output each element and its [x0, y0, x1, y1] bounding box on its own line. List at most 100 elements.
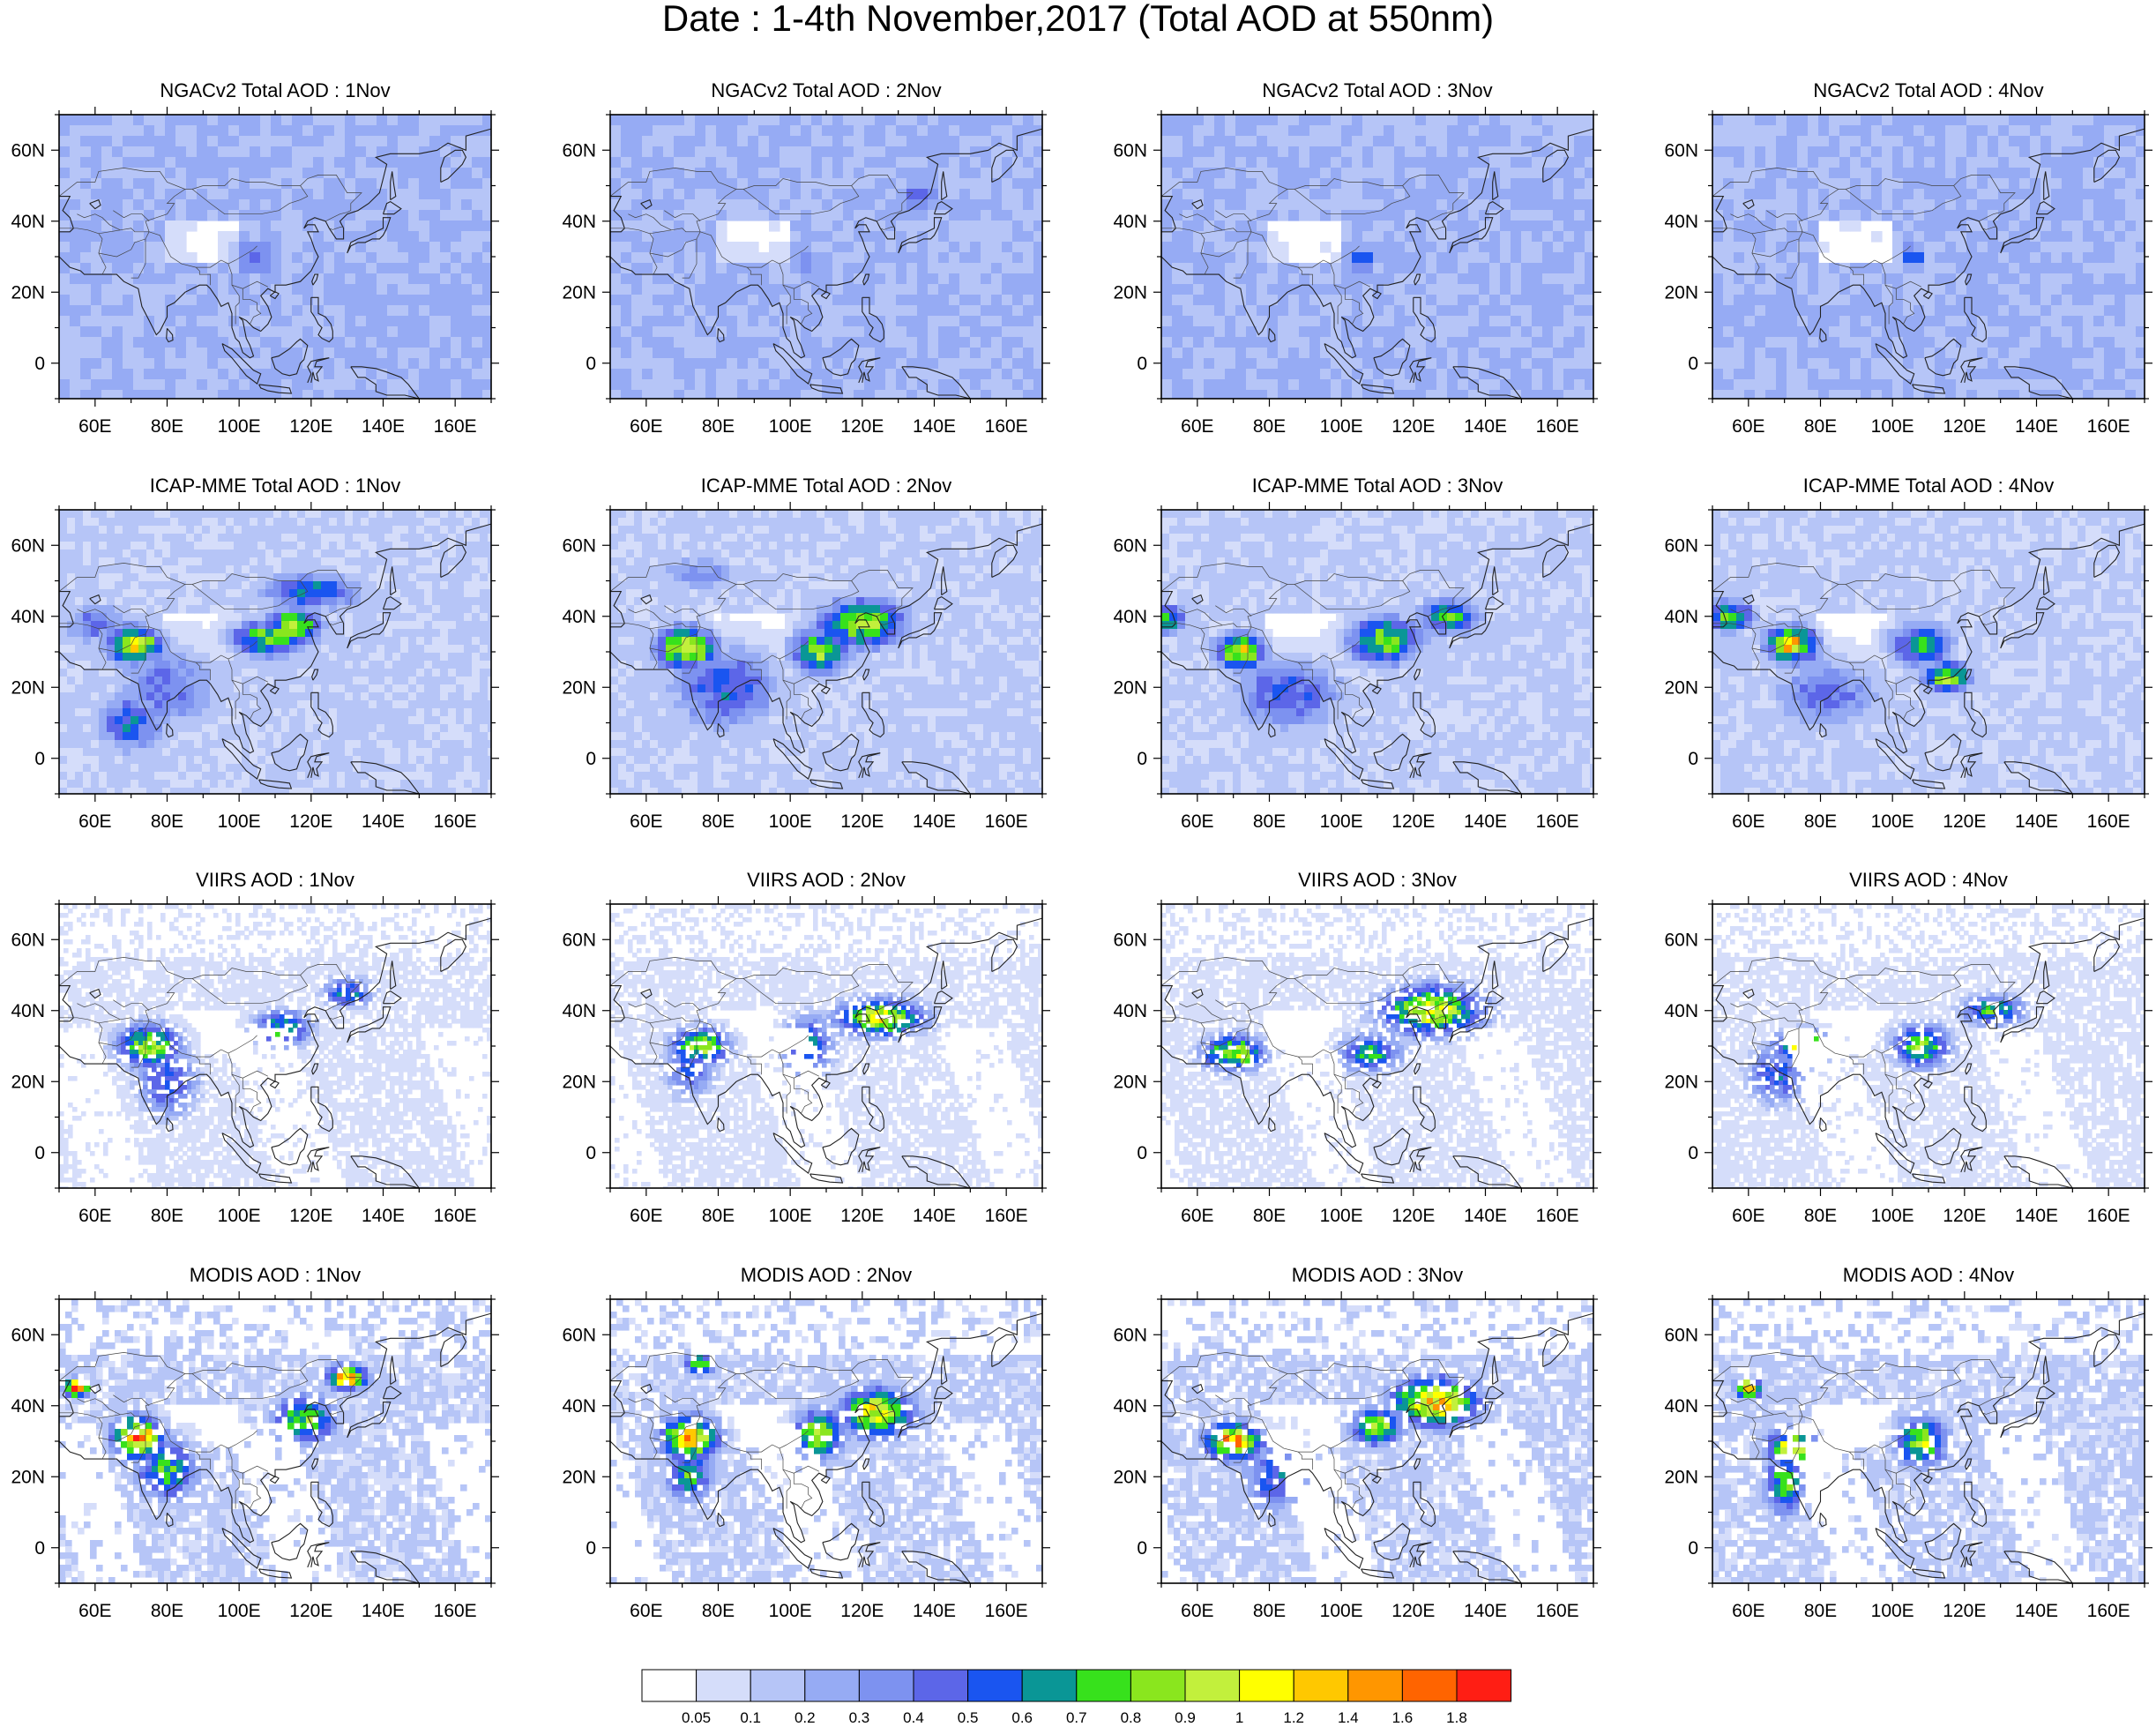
map-plot: 60E 80E 100E 120E 140E 160E 60N 40N 20N 0	[1664, 896, 2152, 1226]
coastlines	[1161, 523, 1593, 794]
panel-title: VIIRS AOD : 2Nov	[610, 869, 1042, 892]
lat-tick-label: 40N	[1113, 607, 1147, 627]
map-panel-ngacv2-2: NGACv2 Total AOD : 2Nov 60E 80E 100E 120E 140…	[551, 79, 1080, 459]
country-borders	[610, 1352, 914, 1509]
coastlines	[610, 523, 1042, 794]
lon-tick-label: 140E	[2015, 1601, 2058, 1621]
lon-tick-label: 140E	[913, 811, 956, 832]
coastlines	[1712, 1312, 2145, 1583]
lat-tick-label: 20N	[562, 282, 596, 303]
lon-tick-label: 140E	[362, 811, 405, 832]
lon-tick-label: 160E	[434, 1601, 477, 1621]
lon-tick-label: 160E	[1536, 416, 1579, 437]
lat-tick-label: 40N	[562, 1001, 596, 1021]
map-ticks	[1705, 896, 2152, 1196]
country-borders	[1712, 1352, 2016, 1509]
lon-tick-label: 140E	[362, 416, 405, 437]
aod-field	[1161, 1299, 1593, 1583]
lon-tick-label: 120E	[840, 1601, 884, 1621]
map-panel-icap-mme-4: ICAP-MME Total AOD : 4Nov 60E 80E 100E 120E 1…	[1653, 475, 2156, 854]
colorbar-box	[1130, 1669, 1186, 1702]
lon-tick-label: 140E	[362, 1601, 405, 1621]
lon-tick-label: 100E	[218, 1206, 261, 1226]
lat-tick-label: 60N	[11, 535, 45, 556]
coastlines	[59, 1312, 491, 1583]
lon-tick-label: 160E	[1536, 1206, 1579, 1226]
map-plot: 60E 80E 100E 120E 140E 160E 60N 40N 20N 0	[1113, 107, 1601, 437]
panel-title: MODIS AOD : 1Nov	[59, 1264, 491, 1287]
lon-tick-label: 100E	[1871, 416, 1914, 437]
map-plot: 60E 80E 100E 120E 140E 160E 60N 40N 20N 0	[11, 896, 499, 1226]
colorbar-label: 1.8	[1446, 1709, 1467, 1726]
colorbar-box	[750, 1669, 806, 1702]
lat-tick-label: 60N	[1113, 535, 1147, 556]
coastlines	[1712, 128, 2145, 399]
map-ticks	[51, 1291, 499, 1591]
country-borders	[59, 1352, 362, 1509]
map-panel-viirs-4: VIIRS AOD : 4Nov 60E 80E 100E 120E 140E 160E 60…	[1653, 869, 2156, 1248]
lon-tick-label: 160E	[2087, 416, 2130, 437]
panel-title: NGACv2 Total AOD : 1Nov	[59, 79, 491, 102]
aod-field	[1712, 510, 2145, 794]
lat-tick-label: 40N	[11, 1396, 45, 1417]
panel-title: NGACv2 Total AOD : 3Nov	[1161, 79, 1593, 102]
map-panel-modis-2: MODIS AOD : 2Nov 60E 80E 100E 120E 140E 160E 60…	[551, 1264, 1080, 1643]
country-borders	[59, 563, 362, 720]
lon-tick-label: 120E	[1391, 1601, 1435, 1621]
panel-title: MODIS AOD : 4Nov	[1712, 1264, 2145, 1287]
lon-tick-label: 140E	[2015, 811, 2058, 832]
lat-tick-label: 20N	[11, 677, 45, 698]
lon-tick-label: 100E	[218, 811, 261, 832]
panel-title: NGACv2 Total AOD : 2Nov	[610, 79, 1042, 102]
aod-field	[1161, 904, 1593, 1188]
lat-tick-label: 20N	[1113, 1467, 1147, 1487]
panel-title: VIIRS AOD : 3Nov	[1161, 869, 1593, 892]
lat-tick-label: 40N	[11, 607, 45, 627]
lon-tick-label: 140E	[913, 1601, 956, 1621]
country-borders	[1161, 1352, 1465, 1509]
map-panel-modis-1: MODIS AOD : 1Nov 60E 80E 100E 120E 140E 160E 60…	[0, 1264, 529, 1643]
lon-tick-label: 140E	[1464, 1206, 1507, 1226]
lon-tick-label: 80E	[151, 1601, 183, 1621]
colorbar-box	[804, 1669, 860, 1702]
lon-tick-label: 60E	[1732, 416, 1764, 437]
map-ticks	[1153, 1291, 1601, 1591]
coastlines	[1712, 523, 2145, 794]
lon-tick-label: 100E	[769, 1206, 812, 1226]
lon-tick-label: 60E	[1732, 1206, 1764, 1226]
aod-field	[1161, 510, 1593, 794]
lon-tick-label: 60E	[78, 416, 111, 437]
map-ticks	[1153, 502, 1601, 802]
coastlines	[610, 917, 1042, 1188]
colorbar-label: 0.5	[958, 1709, 979, 1726]
lat-tick-label: 60N	[1664, 535, 1698, 556]
lon-tick-label: 160E	[1536, 1601, 1579, 1621]
lat-tick-label: 60N	[1113, 930, 1147, 950]
coastlines	[59, 523, 491, 794]
lon-tick-label: 80E	[1804, 811, 1837, 832]
lon-tick-label: 160E	[985, 811, 1028, 832]
panel-title: ICAP-MME Total AOD : 2Nov	[610, 475, 1042, 497]
lon-tick-label: 160E	[2087, 1601, 2130, 1621]
lon-tick-label: 60E	[1732, 811, 1764, 832]
lon-tick-label: 120E	[289, 1601, 332, 1621]
lon-tick-label: 80E	[702, 1601, 735, 1621]
lon-tick-label: 60E	[78, 1206, 111, 1226]
map-panel-viirs-1: VIIRS AOD : 1Nov 60E 80E 100E 120E 140E 160E 60…	[0, 869, 529, 1248]
lon-tick-label: 100E	[1320, 416, 1363, 437]
lon-tick-label: 120E	[840, 811, 884, 832]
map-plot: 60E 80E 100E 120E 140E 160E 60N 40N 20N 0	[1113, 896, 1601, 1226]
lat-tick-label: 0	[1688, 749, 1698, 769]
lat-tick-label: 40N	[1664, 1001, 1698, 1021]
lon-tick-label: 80E	[702, 811, 735, 832]
lat-tick-label: 0	[34, 354, 45, 374]
lat-tick-label: 20N	[1664, 677, 1698, 698]
country-borders	[1712, 168, 2016, 325]
aod-field	[1712, 1299, 2145, 1583]
lat-tick-label: 20N	[562, 1467, 596, 1487]
lat-tick-label: 20N	[11, 1467, 45, 1487]
lat-tick-label: 40N	[562, 212, 596, 232]
lat-tick-label: 40N	[1113, 1001, 1147, 1021]
map-ticks	[1153, 107, 1601, 407]
lon-tick-label: 160E	[1536, 811, 1579, 832]
